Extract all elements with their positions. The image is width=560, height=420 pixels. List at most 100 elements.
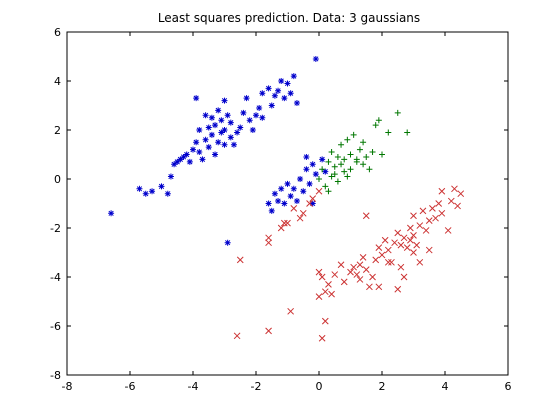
data-point xyxy=(344,136,351,143)
data-point xyxy=(284,80,291,87)
data-point xyxy=(328,290,335,298)
data-point xyxy=(193,139,200,146)
data-point xyxy=(397,241,405,249)
data-point xyxy=(300,188,307,195)
data-point xyxy=(340,278,348,286)
data-point xyxy=(325,280,332,288)
data-point xyxy=(202,136,209,143)
data-point xyxy=(315,293,323,300)
data-point xyxy=(265,239,272,247)
data-point xyxy=(334,153,341,160)
data-point xyxy=(174,158,181,165)
data-point xyxy=(158,183,165,190)
data-point xyxy=(410,249,417,256)
data-point xyxy=(316,176,322,182)
data-point xyxy=(236,256,244,264)
data-point xyxy=(275,87,282,94)
data-point xyxy=(287,307,295,315)
data-point xyxy=(353,156,360,163)
data-point xyxy=(271,190,278,197)
y-tick-label: -2 xyxy=(50,222,61,235)
data-point xyxy=(454,202,461,210)
ticks-layer: -8 -6 -4 -2 0 2 4 6 -8 -6 -4 -2 0 2 4 6 xyxy=(50,26,511,393)
data-point xyxy=(322,168,329,175)
data-point xyxy=(372,122,379,129)
data-point xyxy=(350,263,358,271)
y-tick-label: 0 xyxy=(54,173,61,186)
x-tick-label: -2 xyxy=(251,380,262,393)
data-point xyxy=(177,156,184,163)
data-point xyxy=(338,161,345,168)
data-point xyxy=(384,258,392,266)
data-point xyxy=(375,117,382,124)
data-point xyxy=(199,156,206,163)
data-point xyxy=(419,207,427,215)
data-point xyxy=(400,234,408,242)
data-point xyxy=(416,258,424,266)
data-point xyxy=(205,144,212,151)
data-point xyxy=(356,276,364,283)
data-point xyxy=(212,151,219,158)
data-point xyxy=(234,129,241,136)
data-point xyxy=(347,268,354,276)
y-tick-label: 4 xyxy=(54,75,61,88)
data-point xyxy=(404,129,411,136)
data-point xyxy=(303,153,310,160)
data-point xyxy=(451,185,458,193)
data-point xyxy=(325,158,332,165)
data-point xyxy=(227,119,234,126)
series-plus xyxy=(316,109,411,195)
data-point xyxy=(309,195,317,202)
data-point xyxy=(322,183,329,190)
data-point xyxy=(331,163,338,170)
y-tick-label: -8 xyxy=(50,369,61,382)
data-point xyxy=(253,112,259,119)
data-point xyxy=(312,171,319,178)
data-point xyxy=(202,112,209,119)
points-layer xyxy=(108,55,465,342)
data-point xyxy=(400,273,408,281)
data-point xyxy=(183,151,190,158)
data-point xyxy=(337,261,345,269)
data-point xyxy=(196,149,203,156)
data-point xyxy=(375,283,383,291)
data-point xyxy=(237,124,244,131)
data-point xyxy=(297,176,304,182)
data-point xyxy=(193,95,200,102)
data-point xyxy=(196,127,203,133)
y-tick-label: -4 xyxy=(50,271,61,284)
data-point xyxy=(384,246,392,254)
data-point xyxy=(338,141,345,148)
data-point xyxy=(369,273,376,281)
x-tick-label: 0 xyxy=(316,380,323,393)
data-point xyxy=(221,127,228,133)
data-point xyxy=(394,109,401,116)
data-point xyxy=(321,288,329,296)
data-point xyxy=(290,205,298,212)
data-point xyxy=(388,258,395,266)
data-point xyxy=(290,185,297,192)
data-point xyxy=(325,188,332,195)
y-tick-label: 2 xyxy=(54,124,61,137)
data-point xyxy=(457,190,465,198)
data-point xyxy=(435,200,443,207)
data-point xyxy=(171,161,178,168)
data-point xyxy=(265,234,272,242)
data-point xyxy=(243,95,250,102)
data-point xyxy=(378,251,386,259)
y-tick-label: 6 xyxy=(54,26,61,39)
data-point xyxy=(366,283,373,291)
data-point xyxy=(224,112,231,119)
data-point xyxy=(221,97,228,104)
data-point xyxy=(259,114,266,121)
data-point xyxy=(347,151,354,158)
data-point xyxy=(319,156,326,163)
chart-title: Least squares prediction. Data: 3 gaussi… xyxy=(158,11,420,25)
data-point xyxy=(315,187,323,195)
data-point xyxy=(356,146,363,153)
data-point xyxy=(447,197,455,205)
data-point xyxy=(186,158,193,165)
data-point xyxy=(284,219,291,227)
data-point xyxy=(318,334,326,342)
